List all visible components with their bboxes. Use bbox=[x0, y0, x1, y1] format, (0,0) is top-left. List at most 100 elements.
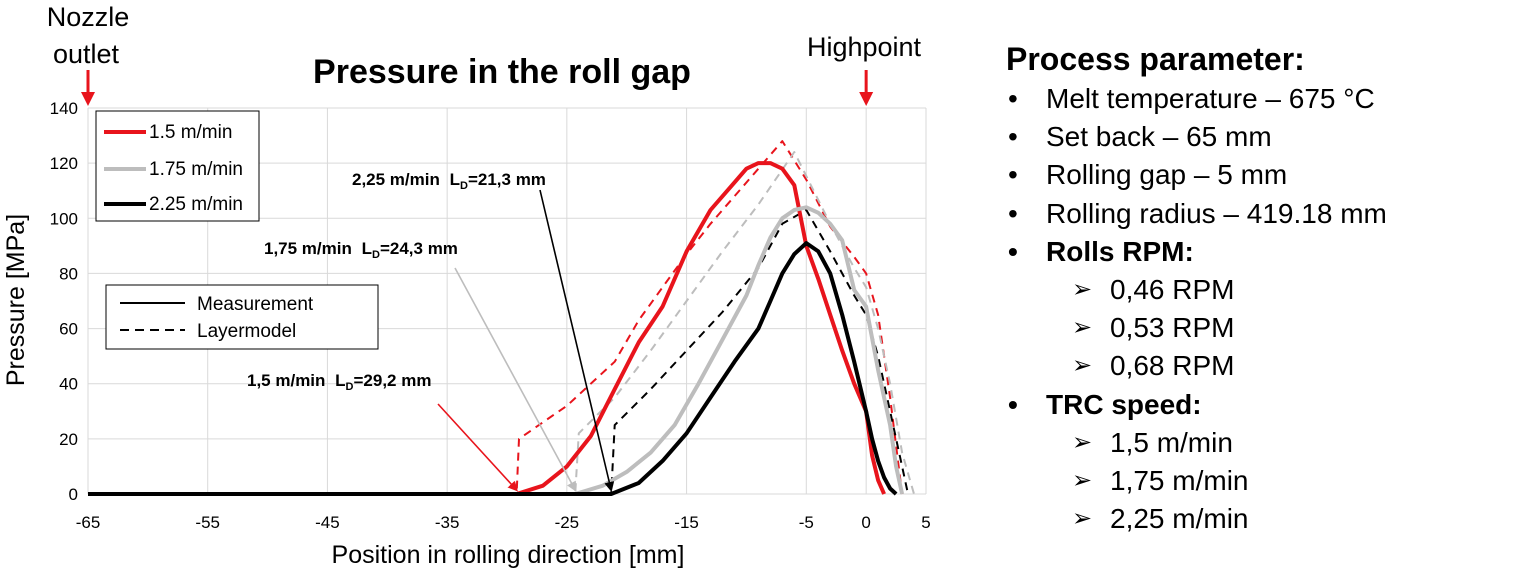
annotation-arrows bbox=[437, 189, 615, 492]
annotation-1-75-sub: D bbox=[372, 249, 380, 261]
parameter-subitem: ➢ 0,68 RPM bbox=[1006, 347, 1506, 385]
annotation-1-5-value: =29,2 mm bbox=[354, 371, 432, 390]
style-legend: Measurement Layermodel bbox=[105, 284, 379, 350]
parameter-text: TRC speed: bbox=[1046, 388, 1202, 420]
annotation-1-5-sub: D bbox=[346, 381, 354, 393]
parameter-item: • Rolling gap – 5 mm bbox=[1006, 156, 1506, 194]
parameter-item: • Melt temperature – 675 °C bbox=[1006, 80, 1506, 118]
y-tick-label: 20 bbox=[59, 430, 78, 449]
nozzle-outlet-label-line2: outlet bbox=[53, 39, 120, 69]
parameter-item: • Rolls RPM: bbox=[1006, 233, 1506, 271]
bullet-icon: • bbox=[1008, 159, 1018, 191]
svg-text:2,25 m/min LD=21,3 mm: 2,25 m/min LD=21,3 mm bbox=[352, 170, 546, 192]
series-line-measurement-175 bbox=[88, 205, 905, 496]
annotation-2-25-l: L bbox=[450, 170, 460, 189]
x-tick-label: -35 bbox=[435, 513, 460, 532]
parameter-item: • Rolling radius – 419.18 mm bbox=[1006, 195, 1506, 233]
parameter-subitem: ➢ 0,46 RPM bbox=[1006, 271, 1506, 309]
parameter-subitem: ➢ 1,5 m/min bbox=[1006, 424, 1506, 462]
parameter-subitem: ➢ 0,53 RPM bbox=[1006, 309, 1506, 347]
x-tick-label: -25 bbox=[555, 513, 580, 532]
bullet-icon: • bbox=[1008, 197, 1018, 229]
legend-label-2-25: 2.25 m/min bbox=[149, 194, 243, 215]
x-tick-label: -65 bbox=[76, 513, 101, 532]
annotation-arrow bbox=[454, 267, 577, 492]
parameter-text: 1,75 m/min bbox=[1110, 465, 1249, 497]
parameter-text: Melt temperature – 675 °C bbox=[1046, 83, 1375, 114]
chart-grid bbox=[87, 107, 927, 495]
bullet-icon: • bbox=[1008, 235, 1018, 267]
y-tick-label: 100 bbox=[50, 209, 78, 228]
x-tick-label: 5 bbox=[921, 513, 930, 532]
svg-text:1,75 m/min LD=24,3 mm: 1,75 m/min LD=24,3 mm bbox=[264, 239, 458, 261]
legend-label-layermodel: Layermodel bbox=[197, 321, 296, 342]
legend-label-1-75: 1.75 m/min bbox=[149, 159, 243, 180]
legend-label-measurement: Measurement bbox=[197, 294, 314, 315]
chart-ticks: -65 -55 -45 -35 -25 -15 -5 0 5 0 20 40 60 80 100 120 140 bbox=[50, 99, 931, 532]
parameter-item: • Set back – 65 mm bbox=[1006, 118, 1506, 156]
annotation-1-75-speed: 1,75 m/min bbox=[264, 239, 352, 258]
marker-arrow-head bbox=[859, 92, 874, 106]
bullet-icon: • bbox=[1008, 388, 1018, 420]
highpoint-label: Highpoint bbox=[807, 32, 922, 62]
arrow-bullet-icon: ➢ bbox=[1072, 352, 1093, 380]
arrow-bullet-icon: ➢ bbox=[1072, 314, 1093, 342]
y-tick-label: 40 bbox=[59, 375, 78, 394]
y-axis-label: Pressure [MPa] bbox=[2, 214, 30, 386]
chart-title: Pressure in the roll gap bbox=[313, 53, 691, 91]
arrow-bullet-icon: ➢ bbox=[1072, 276, 1093, 304]
annotation-2-25: 2,25 m/min LD=21,3 mm bbox=[352, 170, 546, 192]
annotation-arrow bbox=[539, 189, 615, 492]
annotation-2-25-speed: 2,25 m/min bbox=[352, 170, 440, 189]
x-tick-label: 0 bbox=[861, 513, 870, 532]
y-tick-label: 80 bbox=[59, 264, 78, 283]
process-parameters-list: • Melt temperature – 675 °C • Set back – 65… bbox=[1006, 80, 1506, 538]
annotation-arrow bbox=[437, 403, 518, 492]
legend-label-1-5: 1.5 m/min bbox=[149, 122, 232, 143]
annotation-1-5-speed: 1,5 m/min bbox=[247, 371, 325, 390]
arrow-bullet-icon: ➢ bbox=[1072, 428, 1093, 456]
parameter-subitem: ➢ 2,25 m/min bbox=[1006, 500, 1506, 538]
parameter-text: 0,46 RPM bbox=[1110, 274, 1235, 306]
x-tick-label: -5 bbox=[799, 513, 814, 532]
process-parameters-title: Process parameter: bbox=[1006, 41, 1305, 77]
chart-series bbox=[88, 140, 915, 496]
parameter-text: 1,5 m/min bbox=[1110, 426, 1233, 458]
x-tick-label: -15 bbox=[674, 513, 699, 532]
y-tick-label: 0 bbox=[69, 485, 78, 504]
speed-legend: 1.5 m/min 1.75 m/min 2.25 m/min bbox=[95, 110, 260, 222]
series-line-measurement-225 bbox=[88, 241, 898, 496]
marker-arrow-head bbox=[81, 92, 95, 106]
highpoint-arrow bbox=[859, 70, 874, 106]
x-tick-label: -55 bbox=[195, 513, 220, 532]
annotation-2-25-value: =21,3 mm bbox=[468, 170, 546, 189]
parameter-text: 0,53 RPM bbox=[1110, 312, 1235, 344]
parameter-item: • TRC speed: bbox=[1006, 386, 1506, 424]
y-tick-label: 140 bbox=[50, 99, 78, 118]
process-parameters-panel: Process parameter: • Melt temperature – 6… bbox=[1006, 38, 1506, 538]
pressure-chart: -65 -55 -45 -35 -25 -15 -5 0 5 0 20 40 60 80 100 120 140… bbox=[2, 2, 931, 569]
parameter-text: Rolling gap – 5 mm bbox=[1046, 159, 1288, 191]
annotation-1-5-l: L bbox=[335, 371, 345, 390]
svg-text:1,5 m/min LD=29,2 mm: 1,5 m/min LD=29,2 mm bbox=[247, 371, 431, 393]
y-tick-label: 120 bbox=[50, 154, 78, 173]
annotation-1-5: 1,5 m/min LD=29,2 mm bbox=[247, 371, 431, 393]
annotation-1-75: 1,75 m/min LD=24,3 mm bbox=[264, 239, 458, 261]
annotation-1-75-value: =24,3 mm bbox=[380, 239, 458, 258]
series-line-layermodel-225 bbox=[88, 209, 909, 495]
parameter-text: Rolling radius – 419.18 mm bbox=[1046, 197, 1387, 229]
arrow-bullet-icon: ➢ bbox=[1072, 467, 1093, 495]
annotation-2-25-sub: D bbox=[460, 180, 468, 192]
nozzle-outlet-arrow bbox=[81, 70, 95, 106]
nozzle-outlet-label-line1: Nozzle bbox=[47, 2, 130, 32]
x-tick-label: -45 bbox=[315, 513, 340, 532]
series-line-measurement-15 bbox=[88, 161, 886, 496]
parameter-text: Rolls RPM: bbox=[1046, 235, 1194, 267]
arrow-bullet-icon: ➢ bbox=[1072, 505, 1093, 533]
parameter-subitem: ➢ 1,75 m/min bbox=[1006, 462, 1506, 500]
parameter-text: 0,68 RPM bbox=[1110, 350, 1235, 382]
bullet-icon: • bbox=[1008, 83, 1018, 114]
y-tick-label: 60 bbox=[59, 320, 78, 339]
bullet-icon: • bbox=[1008, 121, 1018, 153]
parameter-text: Set back – 65 mm bbox=[1046, 121, 1272, 153]
